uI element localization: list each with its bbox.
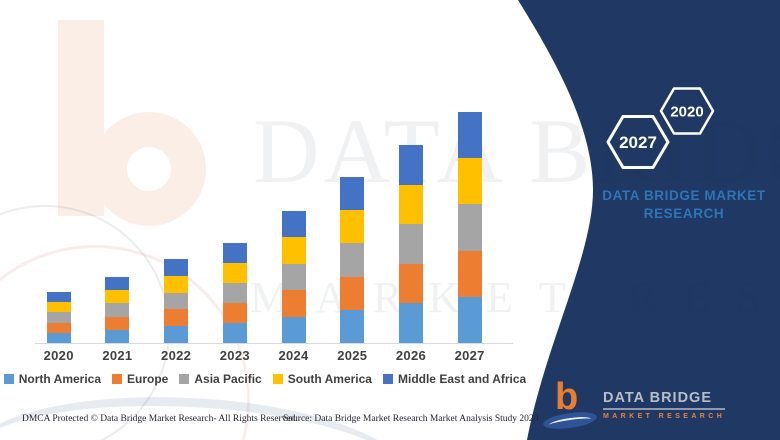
bar-2025 — [340, 177, 365, 343]
hexagon-2020 — [659, 87, 715, 135]
segment-asia-pacific-2021 — [105, 303, 130, 317]
x-tick-2021: 2021 — [102, 348, 133, 363]
hexagon-2020-label: 2020 — [670, 104, 703, 121]
segment-europe-2027 — [457, 250, 482, 297]
segment-middle-east-and-africa-2024 — [281, 211, 306, 238]
x-tick-2022: 2022 — [161, 348, 192, 363]
legend-label-middle-east-and-africa: Middle East and Africa — [397, 372, 527, 386]
hexagon-2027-label: 2027 — [619, 133, 657, 152]
legend-item-north-america: North America — [3, 372, 102, 386]
legend-swatch-europe — [112, 374, 123, 384]
segment-middle-east-and-africa-2027 — [457, 112, 482, 159]
brand-wordmark-line2: RESEARCH — [643, 205, 725, 221]
segment-north-america-2022 — [164, 326, 189, 343]
segment-asia-pacific-2027 — [457, 204, 482, 251]
bar-2027 — [457, 112, 482, 343]
legend-item-asia-pacific: Asia Pacific — [179, 372, 262, 386]
segment-middle-east-and-africa-2022 — [164, 259, 189, 276]
legend-label-north-america: North America — [18, 372, 102, 386]
segment-south-america-2023 — [222, 263, 247, 283]
segment-north-america-2024 — [281, 316, 306, 343]
x-tick-2020: 2020 — [43, 348, 74, 363]
segment-middle-east-and-africa-2020 — [46, 292, 71, 303]
x-axis-line — [35, 343, 513, 344]
segment-europe-2026 — [398, 263, 423, 304]
segment-south-america-2020 — [46, 302, 71, 313]
segment-north-america-2026 — [398, 303, 423, 343]
segment-south-america-2027 — [457, 158, 482, 205]
dbmr-logo-icon: b — [542, 376, 598, 432]
segment-south-america-2021 — [105, 290, 130, 304]
legend-label-south-america: South America — [287, 372, 372, 386]
legend-swatch-middle-east-and-africa — [382, 374, 393, 384]
brand-wordmark-line1: DATA BRIDGE MARKET — [602, 188, 766, 203]
x-tick-2026: 2026 — [395, 348, 427, 363]
segment-asia-pacific-2022 — [164, 292, 189, 310]
segment-europe-2022 — [164, 309, 189, 327]
segment-north-america-2027 — [457, 296, 482, 343]
bar-2022 — [164, 259, 189, 343]
segment-south-america-2025 — [340, 210, 365, 244]
segment-north-america-2025 — [340, 309, 365, 343]
segment-europe-2025 — [340, 276, 365, 310]
segment-europe-2023 — [222, 303, 247, 323]
dmca-notice: DMCA Protected © Data Bridge Market Rese… — [22, 414, 298, 424]
segment-north-america-2021 — [105, 329, 130, 343]
segment-asia-pacific-2023 — [222, 283, 247, 303]
logo-b-glyph: b — [555, 376, 579, 418]
logo-company-subtitle: MARKET RESEARCH — [603, 413, 726, 420]
segment-north-america-2023 — [222, 323, 247, 343]
x-tick-2024: 2024 — [278, 348, 309, 363]
bar-2026 — [398, 145, 423, 343]
segment-south-america-2022 — [164, 275, 189, 293]
source-citation: Source: Data Bridge Market Research Mark… — [283, 414, 539, 424]
legend-swatch-north-america — [3, 374, 14, 384]
logo-wave-line — [548, 415, 592, 429]
hexagon-2027 — [606, 115, 670, 169]
segment-middle-east-and-africa-2026 — [398, 145, 423, 185]
segment-middle-east-and-africa-2023 — [222, 243, 247, 263]
dbmr-logo: b DATA BRIDGE MARKET RESEARCH — [542, 376, 726, 432]
segment-asia-pacific-2020 — [46, 312, 71, 323]
bar-2024 — [281, 211, 306, 343]
legend-swatch-asia-pacific — [179, 374, 190, 384]
segment-asia-pacific-2025 — [340, 243, 365, 277]
legend-label-asia-pacific: Asia Pacific — [194, 372, 262, 386]
chart-legend: North America Europe Asia Pacific South Ame… — [3, 372, 526, 386]
segment-middle-east-and-africa-2021 — [105, 277, 130, 291]
bar-2023 — [222, 243, 247, 343]
dbmr-logo-text: DATA BRIDGE MARKET RESEARCH — [603, 390, 726, 420]
legend-item-middle-east-and-africa: Middle East and Africa — [382, 372, 527, 386]
legend-item-europe: Europe — [112, 372, 168, 386]
brand-wordmark: DATA BRIDGE MARKET RESEARCH — [586, 187, 780, 222]
segment-north-america-2020 — [46, 332, 71, 343]
bar-2020 — [46, 292, 71, 343]
segment-europe-2021 — [105, 316, 130, 330]
segment-south-america-2026 — [398, 184, 423, 225]
x-tick-2025: 2025 — [337, 348, 368, 363]
logo-company-name: DATA BRIDGE — [603, 390, 726, 410]
segment-asia-pacific-2024 — [281, 263, 306, 291]
bar-2021 — [105, 277, 130, 343]
x-tick-2023: 2023 — [219, 348, 250, 363]
legend-item-south-america: South America — [272, 372, 372, 386]
segment-middle-east-and-africa-2025 — [340, 177, 365, 211]
segment-europe-2020 — [46, 322, 71, 333]
x-tick-2027: 2027 — [454, 348, 485, 363]
legend-label-europe: Europe — [127, 372, 169, 386]
segment-europe-2024 — [281, 290, 306, 317]
legend-swatch-south-america — [272, 374, 283, 384]
segment-south-america-2024 — [281, 237, 306, 264]
segment-asia-pacific-2026 — [398, 224, 423, 264]
